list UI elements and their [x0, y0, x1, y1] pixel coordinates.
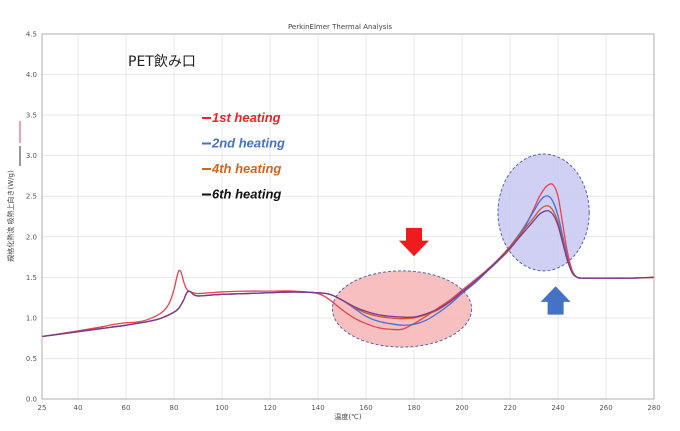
melting-ellipse [497, 153, 590, 272]
y-tick-label: 4.5 [26, 31, 37, 39]
y-tick-label: 0.0 [26, 396, 37, 404]
up-arrow [540, 286, 571, 315]
x-tick-label: 180 [407, 404, 420, 412]
x-tick-label: 40 [74, 404, 83, 412]
y-tick-labels: 0.0 0.5 1.0 1.5 2.0 2.5 3.0 3.5 4.0 4.5 [26, 31, 37, 404]
x-tick-label: 120 [263, 404, 276, 412]
y-tick-label: 1.5 [26, 274, 37, 282]
y-tick-label: 1.0 [26, 314, 37, 322]
legend-label-3: 4th heating [211, 161, 281, 176]
annotation-arrows [399, 227, 571, 315]
y-tick-label: 2.5 [26, 193, 37, 201]
x-tick-label: 280 [647, 404, 660, 412]
x-tick-label: 140 [311, 404, 324, 412]
legend-label-4: 6th heating [212, 187, 281, 202]
x-tick-label: 200 [455, 404, 468, 412]
legend: 1st heating 2nd heating 4th heating 6th hea… [202, 110, 285, 202]
annotation-ellipses [331, 153, 590, 348]
chart-title: PerkinElmer Thermal Analysis [288, 23, 392, 31]
series-line-1 [41, 183, 655, 338]
x-tick-label: 220 [503, 404, 516, 412]
cold-crystallization-ellipse [331, 270, 473, 348]
y-tick-label: 2.0 [26, 233, 37, 241]
y-tick-label: 4.0 [26, 71, 37, 79]
series-layer [41, 183, 655, 338]
series-line-4 [41, 209, 655, 338]
y-tick-label: 3.0 [26, 152, 37, 160]
down-arrow [399, 227, 429, 257]
plot-frame [41, 33, 655, 400]
y-axis-title: 規格化熱流 吸熱上向き(W/g) [6, 170, 15, 262]
x-tick-label: 60 [122, 404, 131, 412]
x-tick-label: 80 [170, 404, 179, 412]
sample-label: PET飲み口 [128, 54, 196, 70]
x-axis-title: 温度(℃) [334, 412, 362, 421]
x-tick-label: 240 [551, 404, 564, 412]
y-tick-label: 0.5 [26, 355, 37, 363]
legend-label-2: 2nd heating [211, 136, 285, 151]
legend-label-1: 1st heating [212, 110, 281, 125]
x-tick-label: 100 [215, 404, 228, 412]
x-tick-labels: 25 40 60 80 100 120 140 160 180 200 220 240 260 280 [38, 404, 661, 412]
x-tick-label: 260 [599, 404, 612, 412]
y-tick-label: 3.5 [26, 112, 37, 120]
x-tick-label: 25 [38, 404, 47, 412]
x-tick-label: 160 [359, 404, 372, 412]
